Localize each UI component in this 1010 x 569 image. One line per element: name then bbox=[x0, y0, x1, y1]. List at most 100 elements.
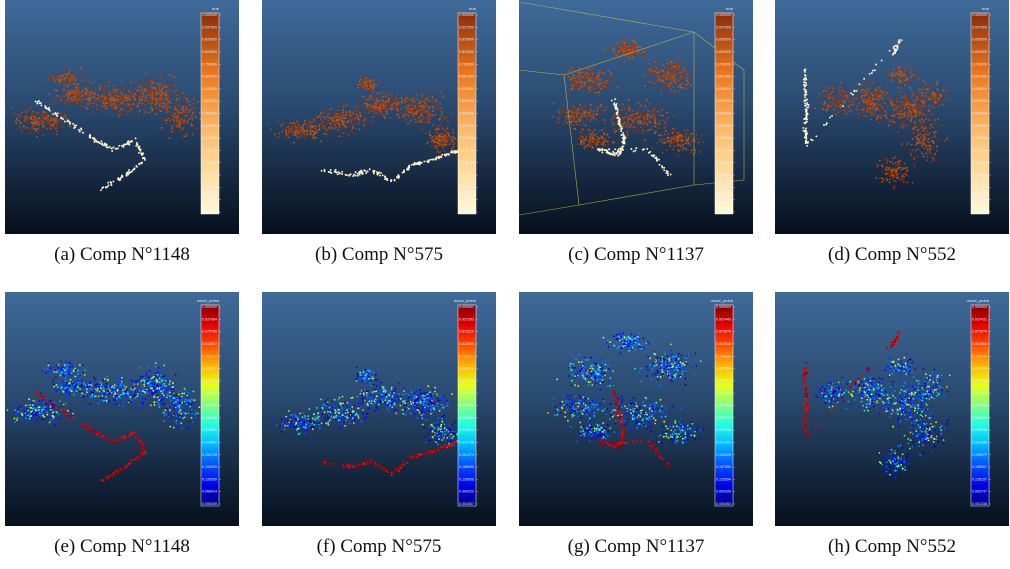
color-scale-tick-label: 0.375000 bbox=[202, 136, 217, 140]
color-scale-tick-label: 0.937443 bbox=[716, 317, 731, 321]
caption-e: (e) Comp N°1148 bbox=[54, 536, 190, 557]
color-scale-tick-label: 0.001338 bbox=[972, 502, 987, 506]
color-scale-title: true bbox=[982, 6, 990, 11]
color-scale-tick-label: 0.064222 bbox=[459, 490, 474, 494]
color-scale-tick-label: 0.125000 bbox=[716, 185, 731, 189]
panel-d: true 1.000000 0.937500 0.875000 0.812500 0.75… bbox=[775, 0, 1009, 234]
point-cloud-points bbox=[802, 331, 951, 479]
color-scale-tick-label: 0.812650 bbox=[459, 342, 474, 346]
color-scale-title: true bbox=[726, 6, 734, 11]
color-scale-tick-label: 0.188990 bbox=[459, 465, 474, 469]
color-scale-tick-label: 0.375256 bbox=[716, 428, 731, 432]
color-scale-tick-label: 0.562500 bbox=[202, 99, 217, 103]
color-scale-tick-label: 0.062500 bbox=[716, 198, 731, 202]
color-scale-tick-label: 0.314831 bbox=[202, 440, 217, 444]
color-scale-tick-label: 0.751372 bbox=[202, 354, 217, 358]
color-scale-title: wood_proba bbox=[197, 298, 220, 303]
color-scale-tick-label: 0.875000 bbox=[972, 38, 987, 42]
color-scale-tick-label: 0.006309 bbox=[202, 502, 217, 506]
color-scale-tick-label: 0.068414 bbox=[202, 490, 217, 494]
color-scale-tick-label: 0.125000 bbox=[202, 185, 217, 189]
color-scale-tick-label: 0.001837 bbox=[459, 502, 474, 506]
color-scale-tick-label: 0.750254 bbox=[972, 354, 987, 358]
color-scale-tick-label: 0.937500 bbox=[972, 25, 987, 29]
point-cloud-d: true 1.000000 0.937500 0.875000 0.812500 0.75… bbox=[802, 6, 991, 215]
color-scale-tick-label: 0.688063 bbox=[459, 367, 474, 371]
color-scale-title: wood_proba bbox=[711, 298, 734, 303]
point-cloud-points bbox=[268, 366, 473, 477]
color-scale-tick-label: 0.000000 bbox=[459, 210, 474, 214]
panel-g: wood_proba 0.999063 0.937443 0.875876 0.8125… bbox=[519, 292, 753, 526]
color-scale-tick-label: 0.937994 bbox=[202, 317, 217, 321]
color-scale-tick-label: 0.999063 bbox=[972, 305, 987, 309]
color-scale-title: true bbox=[469, 6, 477, 11]
color-scale-tick-label: 0.437500 bbox=[972, 124, 987, 128]
color-scale-tick-label: 0.502660 bbox=[202, 404, 217, 408]
point-cloud-g: wood_proba 0.999063 0.937443 0.875876 0.8125… bbox=[546, 298, 735, 507]
color-scale-tick-label: 0.999061 bbox=[459, 305, 474, 309]
color-scale-tick-label: 0.500000 bbox=[459, 112, 474, 116]
color-scale-tick-label: 0.187500 bbox=[459, 173, 474, 177]
color-scale-tick-label: 0.250000 bbox=[459, 161, 474, 165]
color-scale-tick-label: 0.000000 bbox=[716, 210, 731, 214]
color-scale-tick-label: 0.062500 bbox=[972, 198, 987, 202]
color-scale-tick-label: 0.750000 bbox=[716, 62, 731, 66]
point-cloud-a: true 1.000000 0.937500 0.875000 0.812500 0.75… bbox=[6, 6, 221, 215]
color-scale-tick-label: 0.562500 bbox=[972, 99, 987, 103]
caption-c: (c) Comp N°1137 bbox=[568, 244, 704, 265]
caption-f: (f) Comp N°575 bbox=[316, 536, 442, 557]
color-scale-tick-label: 1.000000 bbox=[716, 13, 731, 17]
color-scale-tick-label: 0.562500 bbox=[716, 99, 731, 103]
color-scale-tick-label: 0.062928 bbox=[716, 490, 731, 494]
color-scale-tick-label: 0.562500 bbox=[459, 99, 474, 103]
point-cloud-points bbox=[802, 39, 950, 190]
color-scale-tick-label: 0.192620 bbox=[202, 465, 217, 469]
color-scale-tick-label: 0.689177 bbox=[202, 367, 217, 371]
color-scale-tick-label: 0.376142 bbox=[459, 428, 474, 432]
color-scale-tick-label: 0.188567 bbox=[972, 465, 987, 469]
color-scale-tick-label: 0.437500 bbox=[459, 124, 474, 128]
color-scale-tick-label: 0.687500 bbox=[459, 75, 474, 79]
color-scale-tick-label: 0.812500 bbox=[202, 50, 217, 54]
color-scale-tick-label: 0.438526 bbox=[459, 416, 474, 420]
color-scale-tick-label: 0.687500 bbox=[972, 75, 987, 79]
caption-b: (b) Comp N°575 bbox=[315, 244, 443, 265]
color-scale-tick-label: 0.500000 bbox=[716, 112, 731, 116]
panel-h: wood_proba 0.999063 0.937431 0.875074 0.8126… bbox=[775, 292, 1009, 526]
color-scale-tick-label: 0.438206 bbox=[972, 416, 987, 420]
panel-e: wood_proba 1.000000 0.937994 0.875766 0.8135… bbox=[5, 292, 239, 526]
color-scale-tick-label: 0.500186 bbox=[716, 404, 731, 408]
color-scale-tick-label: 0.000000 bbox=[202, 210, 217, 214]
color-scale-tick-label: 0.875000 bbox=[716, 38, 731, 42]
color-scale-tick-label: 0.375796 bbox=[972, 428, 987, 432]
color-scale-tick-label: 0.812500 bbox=[459, 50, 474, 54]
color-scale-tick-label: 0.437727 bbox=[716, 416, 731, 420]
color-scale-tick-label: 0.813572 bbox=[202, 342, 217, 346]
caption-g: (g) Comp N°1137 bbox=[567, 536, 705, 557]
color-scale-tick-label: 0.254733 bbox=[202, 453, 217, 457]
color-scale-tick-label: 0.000000 bbox=[972, 210, 987, 214]
color-scale-tick-label: 1.000000 bbox=[972, 13, 987, 17]
color-scale-tick-label: 0.937393 bbox=[459, 317, 474, 321]
color-scale-tick-label: 0.500616 bbox=[972, 404, 987, 408]
color-scale-tick-label: 0.312791 bbox=[716, 440, 731, 444]
point-cloud-f: wood_proba 0.999061 0.937393 0.875210 0.8126… bbox=[268, 298, 478, 507]
color-scale-tick-label: 0.937500 bbox=[459, 25, 474, 29]
point-cloud-b: true 1.000000 0.937500 0.875000 0.812500 0.75… bbox=[268, 6, 478, 215]
color-scale-tick-label: 0.375000 bbox=[972, 136, 987, 140]
color-scale-tick-label: 0.937500 bbox=[202, 25, 217, 29]
color-scale-tick-label: 0.999063 bbox=[716, 305, 731, 309]
color-scale-title: wood_proba bbox=[967, 298, 990, 303]
caption-a: (a) Comp N°1148 bbox=[54, 244, 190, 265]
color-scale-tick-label: 0.250000 bbox=[972, 161, 987, 165]
color-scale-tick-label: 0.625117 bbox=[716, 379, 731, 383]
color-scale-tick-label: 0.251374 bbox=[459, 453, 474, 457]
color-scale-tick-label: 0.125000 bbox=[459, 185, 474, 189]
color-scale-tick-label: 0.687500 bbox=[202, 75, 217, 79]
color-scale-tick-label: 0.625435 bbox=[972, 379, 987, 383]
color-scale-tick-label: 1.000000 bbox=[202, 13, 217, 17]
color-scale-tick-label: 0.749883 bbox=[716, 354, 731, 358]
color-scale-tick-label: 0.125000 bbox=[972, 185, 987, 189]
color-scale-tick-label: 0.750000 bbox=[972, 62, 987, 66]
color-scale-tick-label: 0.875074 bbox=[972, 330, 987, 334]
